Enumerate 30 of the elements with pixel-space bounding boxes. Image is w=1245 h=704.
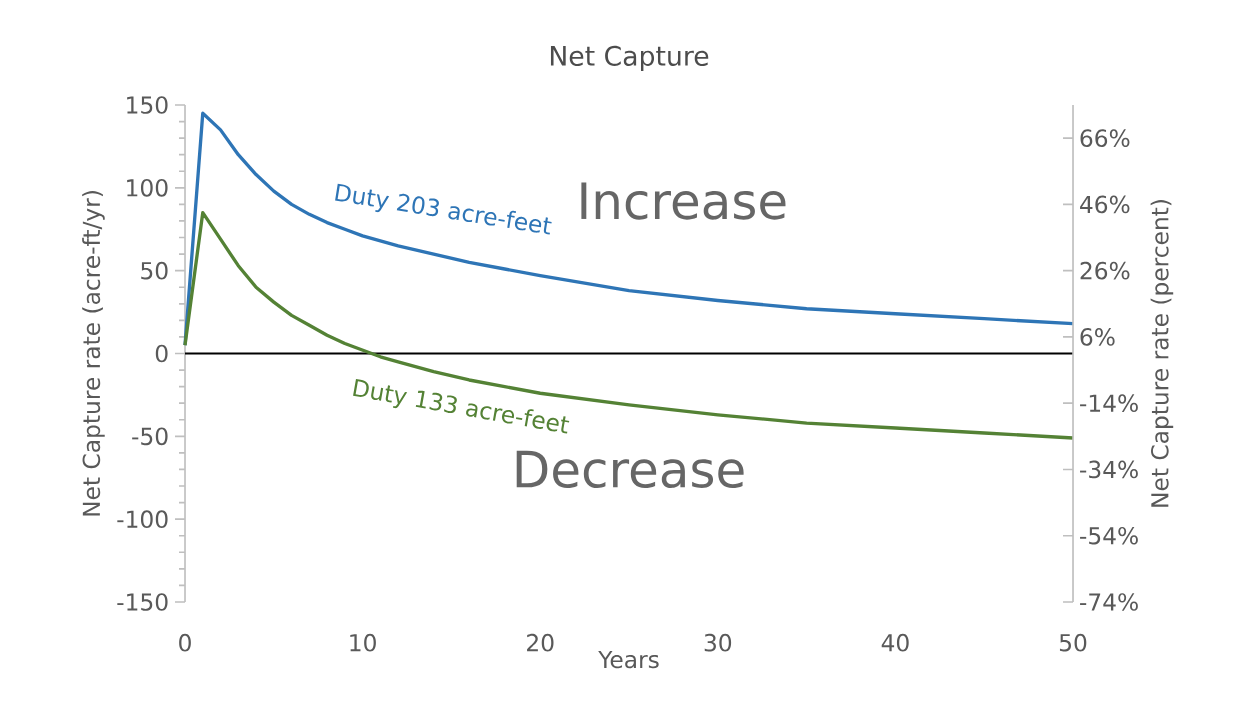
x-tick-label: 0 (179, 633, 191, 652)
x-tick-label: 50 (1059, 633, 1087, 652)
x-tick-label: 30 (704, 633, 732, 652)
annotation: Decrease (516, 450, 744, 489)
y2-tick-label: -14% (1080, 394, 1138, 413)
x-tick-label: 40 (881, 633, 909, 652)
y-tick-label: 150 (127, 96, 168, 114)
x-tick-label: 20 (527, 633, 554, 652)
annotation: Increase (581, 182, 786, 220)
y2-tick-label: 46% (1080, 195, 1130, 214)
text: Duty 133 acre-feet (353, 379, 570, 434)
y2-tick-label: -54% (1080, 526, 1138, 545)
y2-tick-label: 6% (1080, 328, 1115, 346)
line-series (183, 111, 1075, 347)
text: Duty 203 acre-feet (335, 183, 552, 235)
y-tick-label: -150 (117, 593, 168, 611)
y-tick-label: -50 (132, 427, 168, 446)
y-tick-label: 50 (141, 261, 168, 280)
y2-tick-label: -34% (1080, 460, 1138, 479)
y2-tick-label: -74% (1080, 593, 1138, 611)
x-axis-title: Years (598, 650, 659, 669)
y2-axis-title: Net Capture rate (percent) (1150, 200, 1174, 507)
y-tick-label: 0 (155, 344, 168, 363)
y-tick-label: 100 (127, 178, 168, 197)
y-axis-title: Net Capture rate (acre-ft/yr) (82, 191, 105, 516)
y-tick-label: -100 (117, 510, 168, 528)
y2-tick-label: 26% (1080, 261, 1130, 280)
chart-title: Net Capture (550, 45, 709, 72)
y2-tick-label: 66% (1080, 129, 1130, 147)
x-tick-label: 10 (350, 633, 376, 652)
